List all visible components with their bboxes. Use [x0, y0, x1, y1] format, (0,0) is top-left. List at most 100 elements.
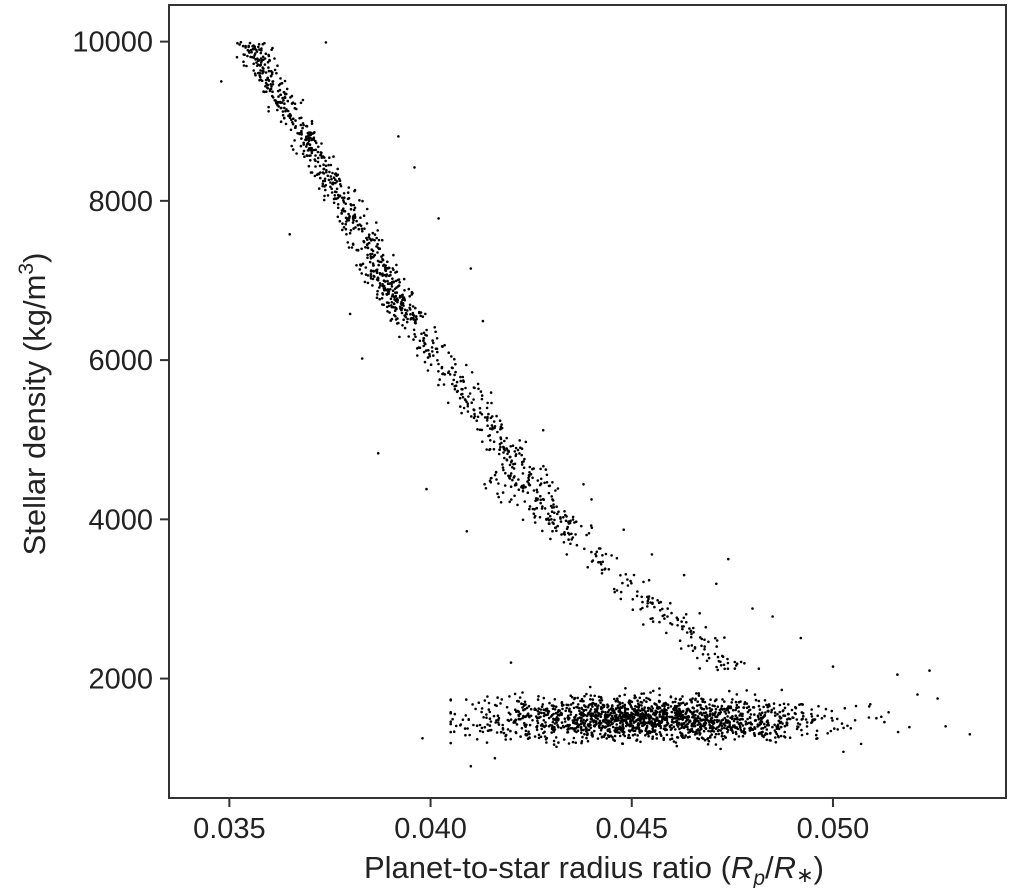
data-point: [573, 727, 577, 730]
data-point: [607, 720, 610, 723]
data-point: [706, 718, 709, 722]
data-point: [690, 727, 694, 731]
data-point: [592, 720, 595, 724]
data-point: [525, 706, 529, 710]
data-point: [319, 171, 322, 174]
data-point: [472, 398, 475, 401]
data-point: [491, 427, 494, 431]
data-point: [631, 598, 635, 601]
data-point: [703, 648, 706, 651]
data-point: [651, 735, 655, 738]
data-point: [279, 77, 282, 80]
data-point: [616, 699, 619, 702]
data-point: [385, 305, 389, 309]
data-point: [842, 726, 845, 730]
data-point: [286, 109, 290, 113]
data-point: [574, 520, 578, 523]
data-point: [717, 659, 721, 663]
data-point: [493, 473, 497, 477]
data-point: [548, 522, 551, 525]
data-point: [512, 721, 515, 724]
data-point: [697, 692, 701, 695]
data-point: [239, 40, 243, 44]
data-point: [480, 428, 484, 432]
data-point: [698, 667, 702, 670]
data-point: [443, 343, 446, 347]
data-point: [717, 725, 721, 728]
data-point: [387, 301, 390, 305]
data-point: [673, 700, 677, 704]
x-tick-label: 0.040: [394, 813, 467, 845]
data-point: [619, 721, 622, 725]
data-point: [567, 538, 570, 541]
data-point: [295, 107, 298, 111]
data-point: [743, 662, 746, 665]
data-point: [681, 701, 685, 705]
data-point: [823, 714, 826, 718]
data-point: [465, 400, 468, 404]
data-point: [406, 317, 409, 321]
data-point: [665, 733, 669, 737]
data-point: [665, 631, 668, 635]
data-point: [720, 704, 724, 708]
data-point: [567, 742, 571, 745]
data-point: [830, 716, 833, 720]
data-point: [418, 346, 422, 350]
data-point: [652, 725, 655, 728]
data-point: [414, 321, 417, 325]
data-point: [387, 274, 391, 278]
data-point: [487, 412, 490, 416]
data-point: [541, 497, 545, 501]
data-point: [762, 735, 765, 739]
data-point: [307, 164, 311, 168]
data-point: [604, 714, 608, 718]
data-point: [607, 704, 610, 708]
data-point: [269, 87, 273, 91]
data-point: [722, 722, 726, 726]
data-point: [400, 300, 403, 304]
data-point: [706, 737, 710, 740]
data-point: [575, 543, 579, 547]
data-point: [587, 704, 591, 707]
data-point: [391, 280, 395, 284]
data-point: [544, 721, 547, 724]
data-point: [549, 715, 553, 718]
data-point: [638, 730, 641, 733]
data-point: [380, 238, 384, 242]
data-point: [371, 277, 375, 281]
data-point: [473, 412, 476, 416]
data-point: [788, 736, 792, 739]
data-point: [412, 328, 416, 332]
data-point: [551, 521, 554, 524]
data-point: [346, 191, 350, 194]
data-point: [655, 732, 658, 736]
data-point: [281, 110, 285, 113]
data-point: [799, 636, 803, 640]
data-point: [619, 597, 623, 601]
data-point: [267, 66, 270, 69]
data-point: [455, 390, 459, 394]
data-point: [522, 703, 525, 706]
data-point: [476, 382, 480, 386]
data-point: [721, 655, 725, 658]
data-point: [723, 716, 727, 720]
data-point: [553, 511, 556, 515]
data-point: [719, 729, 722, 732]
data-point: [599, 701, 602, 705]
data-point: [542, 708, 545, 711]
data-point: [674, 713, 678, 717]
data-point: [701, 653, 705, 656]
data-point: [277, 95, 280, 98]
data-point: [486, 424, 489, 428]
data-point: [496, 714, 500, 717]
data-point: [539, 494, 542, 498]
data-point: [614, 707, 618, 711]
data-point: [283, 95, 287, 99]
data-point: [553, 698, 557, 701]
data-point: [291, 148, 295, 151]
data-point: [312, 148, 316, 152]
data-point: [630, 700, 634, 704]
data-point: [651, 617, 654, 620]
data-point: [526, 737, 530, 740]
data-point: [495, 478, 498, 481]
